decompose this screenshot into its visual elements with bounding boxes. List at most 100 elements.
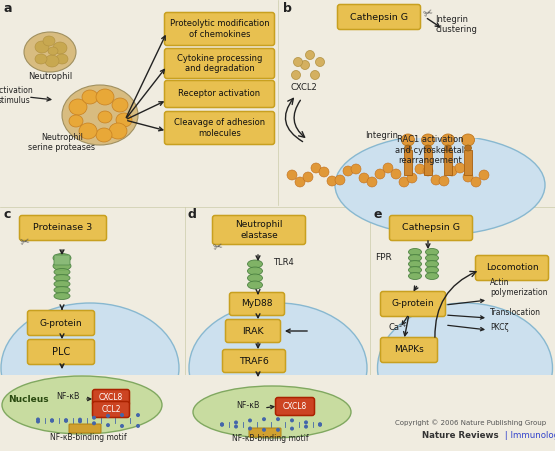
Text: IRAK: IRAK (242, 327, 264, 336)
Ellipse shape (116, 113, 132, 127)
Circle shape (64, 418, 68, 422)
Text: TRAF6: TRAF6 (239, 356, 269, 365)
Text: CXCL8: CXCL8 (99, 393, 123, 402)
Circle shape (50, 419, 54, 423)
Circle shape (106, 414, 110, 418)
Ellipse shape (48, 47, 58, 55)
Circle shape (290, 427, 294, 431)
Circle shape (294, 57, 302, 66)
Ellipse shape (24, 32, 76, 72)
Text: Cathepsin G: Cathepsin G (402, 224, 460, 233)
Ellipse shape (189, 303, 367, 433)
Text: | Immunology: | Immunology (502, 431, 555, 440)
Circle shape (136, 424, 140, 428)
Circle shape (92, 416, 96, 420)
Ellipse shape (426, 254, 438, 262)
Ellipse shape (248, 260, 263, 268)
Text: NF-κB-binding motif: NF-κB-binding motif (50, 433, 127, 442)
Bar (370, 375, 555, 451)
Ellipse shape (53, 262, 71, 271)
Circle shape (383, 163, 393, 173)
Ellipse shape (426, 249, 438, 256)
Bar (0, 375, 185, 451)
Ellipse shape (54, 293, 70, 299)
Circle shape (375, 169, 385, 179)
Text: Copyright © 2006 Nature Publishing Group: Copyright © 2006 Nature Publishing Group (395, 419, 546, 426)
FancyBboxPatch shape (19, 216, 107, 240)
Circle shape (415, 164, 425, 174)
Bar (424, 150, 432, 175)
Circle shape (431, 175, 441, 185)
Bar (464, 150, 472, 175)
FancyBboxPatch shape (230, 293, 285, 316)
Text: ✂: ✂ (422, 8, 434, 20)
Text: G-protein: G-protein (392, 299, 435, 308)
FancyBboxPatch shape (223, 350, 285, 373)
Text: a: a (4, 2, 13, 15)
Ellipse shape (408, 249, 421, 256)
Text: NF-κB: NF-κB (236, 401, 260, 410)
Circle shape (319, 167, 329, 177)
Text: RAC1 activation
and cytoskeletal
rearrangement: RAC1 activation and cytoskeletal rearran… (395, 135, 465, 165)
Circle shape (262, 417, 266, 421)
Circle shape (391, 169, 401, 179)
Ellipse shape (248, 267, 263, 275)
Text: Locomotion: Locomotion (486, 263, 538, 272)
Text: Integrin: Integrin (365, 131, 398, 140)
Text: Neutrophil
elastase: Neutrophil elastase (235, 220, 282, 239)
Circle shape (220, 423, 224, 427)
Ellipse shape (408, 261, 421, 267)
Text: ✂: ✂ (19, 237, 31, 249)
FancyBboxPatch shape (381, 291, 446, 317)
Circle shape (220, 422, 224, 426)
FancyBboxPatch shape (164, 13, 275, 46)
Circle shape (447, 166, 457, 176)
Circle shape (290, 419, 294, 423)
Ellipse shape (79, 123, 97, 139)
Circle shape (351, 164, 361, 174)
Circle shape (318, 423, 322, 427)
FancyBboxPatch shape (213, 216, 305, 244)
Ellipse shape (82, 90, 98, 104)
Text: Integrin
clustering: Integrin clustering (435, 14, 477, 34)
Circle shape (295, 177, 305, 187)
Text: Neutrophil
serine proteases: Neutrophil serine proteases (28, 133, 95, 152)
Ellipse shape (465, 145, 472, 151)
Text: Translocation: Translocation (490, 308, 541, 317)
Text: FPR: FPR (376, 253, 392, 262)
Ellipse shape (462, 134, 475, 146)
Ellipse shape (426, 261, 438, 267)
Ellipse shape (109, 123, 127, 139)
Text: MyD88: MyD88 (241, 299, 273, 308)
Circle shape (407, 173, 417, 183)
Ellipse shape (54, 286, 70, 294)
Circle shape (78, 418, 82, 422)
Text: Ca²⁺: Ca²⁺ (388, 323, 407, 332)
Ellipse shape (53, 42, 67, 54)
Text: Cytokine processing
and degradation: Cytokine processing and degradation (177, 54, 262, 73)
Circle shape (106, 423, 110, 427)
Circle shape (423, 166, 433, 176)
Circle shape (300, 60, 310, 69)
Circle shape (335, 175, 345, 185)
Ellipse shape (35, 41, 49, 53)
Ellipse shape (426, 267, 438, 273)
Ellipse shape (335, 135, 545, 235)
Circle shape (304, 425, 308, 428)
Ellipse shape (401, 134, 415, 146)
Circle shape (399, 177, 409, 187)
Circle shape (92, 421, 96, 425)
Circle shape (359, 173, 369, 183)
Ellipse shape (56, 54, 68, 64)
Ellipse shape (425, 145, 431, 151)
Ellipse shape (69, 99, 87, 115)
Ellipse shape (98, 111, 112, 123)
Circle shape (120, 413, 124, 417)
Circle shape (50, 418, 54, 422)
Text: Nucleus: Nucleus (8, 395, 48, 404)
Ellipse shape (193, 386, 351, 438)
Circle shape (276, 417, 280, 421)
Text: Neutrophil: Neutrophil (28, 72, 72, 81)
Text: Proteinase 3: Proteinase 3 (33, 224, 93, 233)
Ellipse shape (408, 272, 421, 280)
